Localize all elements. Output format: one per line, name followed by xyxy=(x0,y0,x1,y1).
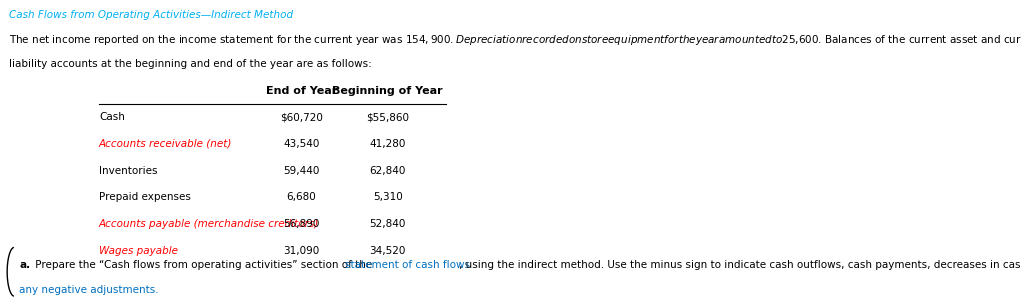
Text: 52,840: 52,840 xyxy=(370,219,406,229)
Text: Cash: Cash xyxy=(99,112,125,122)
Text: 5,310: 5,310 xyxy=(373,192,402,202)
Text: a.: a. xyxy=(19,260,31,270)
Text: $55,860: $55,860 xyxy=(367,112,409,122)
Text: 6,680: 6,680 xyxy=(286,192,317,202)
Text: Prepare the “Cash flows from operating activities” section of the: Prepare the “Cash flows from operating a… xyxy=(32,260,376,270)
Text: 43,540: 43,540 xyxy=(283,139,320,149)
Text: Wages payable: Wages payable xyxy=(99,246,178,256)
Text: 34,520: 34,520 xyxy=(370,246,406,256)
Text: Cash Flows from Operating Activities—Indirect Method: Cash Flows from Operating Activities—Ind… xyxy=(8,10,293,20)
Text: End of Year: End of Year xyxy=(265,86,337,96)
Text: liability accounts at the beginning and end of the year are as follows:: liability accounts at the beginning and … xyxy=(8,59,372,69)
Text: Prepaid expenses: Prepaid expenses xyxy=(99,192,191,202)
Text: Accounts payable (merchandise creditors): Accounts payable (merchandise creditors) xyxy=(99,219,320,229)
Text: any negative adjustments.: any negative adjustments. xyxy=(19,285,159,295)
Text: 31,090: 31,090 xyxy=(283,246,320,256)
Text: $60,720: $60,720 xyxy=(280,112,323,122)
Text: 62,840: 62,840 xyxy=(370,166,406,176)
Text: Beginning of Year: Beginning of Year xyxy=(333,86,443,96)
Text: 59,440: 59,440 xyxy=(283,166,320,176)
Text: , using the indirect method. Use the minus sign to indicate cash outflows, cash : , using the indirect method. Use the min… xyxy=(459,260,1021,270)
Text: Inventories: Inventories xyxy=(99,166,157,176)
Text: The net income reported on the income statement for the current year was $154,90: The net income reported on the income st… xyxy=(8,33,1021,47)
Text: Accounts receivable (net): Accounts receivable (net) xyxy=(99,139,232,149)
Text: 41,280: 41,280 xyxy=(370,139,406,149)
Text: 56,890: 56,890 xyxy=(283,219,320,229)
Text: statement of cash flows: statement of cash flows xyxy=(345,260,471,270)
